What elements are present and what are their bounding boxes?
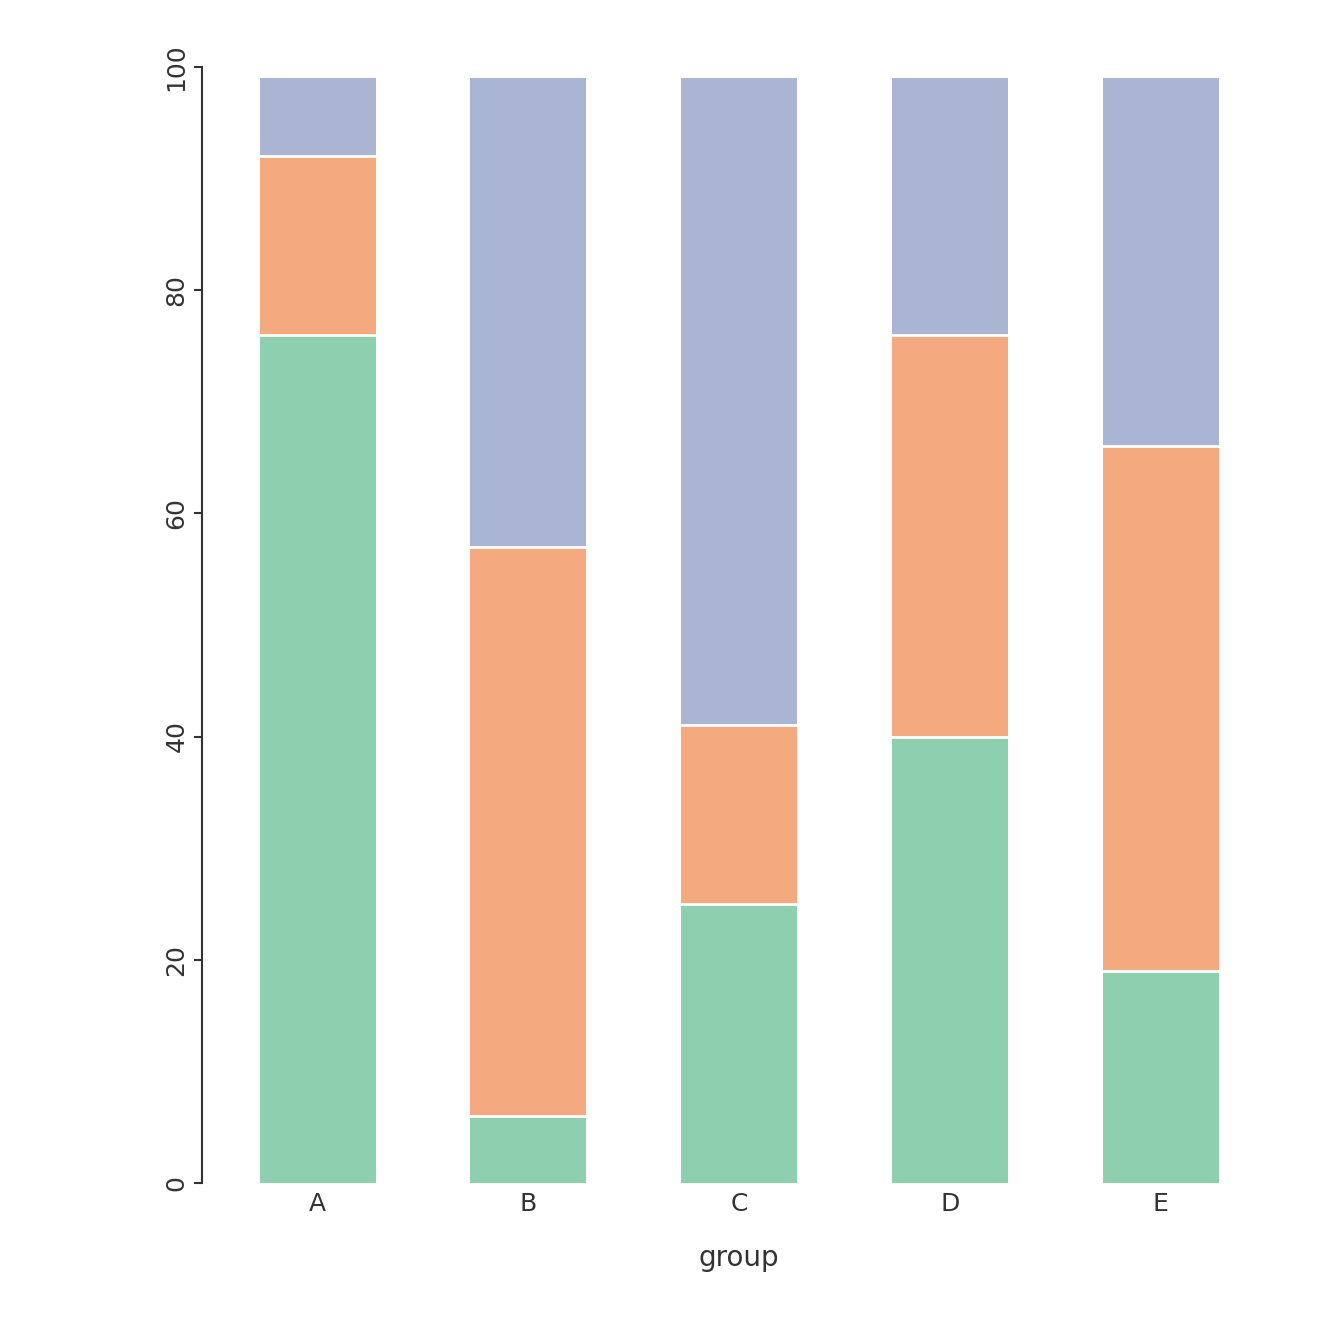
Bar (259, 335, 375, 1183)
Bar (470, 78, 586, 547)
Bar (892, 737, 1008, 1183)
Bar (1103, 970, 1219, 1183)
Bar (259, 156, 375, 335)
Bar (259, 78, 375, 156)
Bar (681, 726, 797, 905)
Bar (892, 335, 1008, 737)
Bar (1103, 78, 1219, 446)
Bar (681, 78, 797, 726)
Bar (892, 78, 1008, 335)
Bar (1103, 446, 1219, 970)
Bar (681, 905, 797, 1183)
X-axis label: group: group (699, 1245, 780, 1273)
Bar (470, 547, 586, 1116)
Bar (470, 1116, 586, 1183)
